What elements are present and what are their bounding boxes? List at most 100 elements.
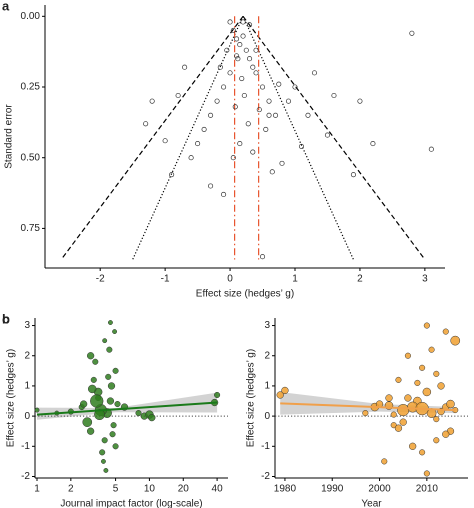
data-point <box>409 30 415 36</box>
fit-line <box>36 401 218 416</box>
y-tick-label: 2 <box>264 350 270 361</box>
data-point <box>253 70 259 76</box>
data-point <box>208 112 214 118</box>
x-tick-label: 0 <box>227 274 233 285</box>
data-point <box>298 143 305 149</box>
data-point <box>395 376 402 383</box>
data-point <box>305 112 311 118</box>
x-tick-label: 1980 <box>274 484 297 495</box>
data-point <box>250 64 256 70</box>
data-point <box>148 413 156 422</box>
data-point <box>106 346 113 353</box>
data-point <box>263 126 269 132</box>
y-tick-label: -1 <box>261 441 270 452</box>
x-tick-label: 3 <box>422 274 428 285</box>
data-point <box>253 47 259 53</box>
reference-line <box>242 15 426 260</box>
data-point <box>106 397 115 405</box>
data-point <box>399 418 407 426</box>
data-point <box>230 155 236 161</box>
data-point <box>234 53 240 59</box>
x-axis-label: Year <box>361 499 382 508</box>
data-point <box>272 112 279 118</box>
y-axis-label: Effect size (hedges’ g) <box>246 349 257 447</box>
data-point <box>246 22 253 28</box>
data-point <box>101 437 108 444</box>
data-point <box>135 410 142 417</box>
data-point <box>240 33 246 39</box>
panel-label: c <box>2 311 9 326</box>
y-tick-label: 1 <box>24 381 30 392</box>
y-tick-label: 3 <box>264 320 270 331</box>
data-point <box>107 382 116 390</box>
data-point <box>245 121 251 127</box>
data-point <box>114 400 121 408</box>
data-point <box>266 98 272 104</box>
data-point <box>433 370 440 377</box>
data-point <box>86 352 95 360</box>
data-point <box>94 409 105 421</box>
panel-label: b <box>2 311 10 326</box>
data-point <box>109 431 116 438</box>
data-point <box>246 56 253 62</box>
data-point <box>428 146 434 152</box>
confidence-band <box>36 392 218 420</box>
data-point <box>107 320 113 325</box>
x-tick-label: 2 <box>68 484 74 495</box>
y-tick-label: 0.50 <box>21 152 41 163</box>
data-point <box>86 427 95 435</box>
data-point <box>237 42 243 48</box>
data-point <box>414 379 421 386</box>
data-point <box>442 430 450 438</box>
data-point <box>256 107 262 113</box>
x-tick-label: -1 <box>161 274 170 285</box>
data-point <box>433 437 440 444</box>
data-point <box>227 70 233 76</box>
data-point <box>422 387 432 397</box>
data-point <box>234 36 240 42</box>
y-tick-label: 2 <box>24 350 30 361</box>
y-axis-label: Effect size (hedges’ g) <box>6 349 17 447</box>
data-point <box>450 335 461 346</box>
data-point <box>433 416 440 423</box>
data-point <box>103 468 109 473</box>
data-point <box>102 338 108 344</box>
y-tick-label: 0.25 <box>21 82 41 93</box>
data-point <box>112 443 119 450</box>
reference-line <box>60 15 244 260</box>
data-point <box>112 329 118 335</box>
data-point <box>259 254 266 260</box>
data-point <box>259 84 266 90</box>
data-point <box>182 64 188 70</box>
data-point <box>188 155 194 161</box>
data-point <box>239 75 245 82</box>
x-tick-label: 5 <box>113 484 119 495</box>
data-point <box>241 92 247 99</box>
data-point <box>269 169 275 175</box>
data-point <box>428 346 435 353</box>
data-point <box>227 19 233 25</box>
data-point <box>162 138 168 144</box>
data-point <box>230 27 236 34</box>
data-point <box>99 449 106 456</box>
data-point <box>87 384 97 394</box>
x-tick-label: 2010 <box>416 484 439 495</box>
data-point <box>235 56 241 62</box>
y-tick-label: -2 <box>261 471 270 482</box>
data-point <box>92 358 99 365</box>
data-point <box>34 407 40 413</box>
data-point <box>100 458 106 464</box>
y-tick-label: 0 <box>24 411 30 422</box>
panel-label: a <box>2 0 10 13</box>
data-point <box>281 386 289 395</box>
data-point <box>240 19 246 25</box>
y-axis-label: Standard error <box>4 104 15 169</box>
data-point <box>404 352 411 359</box>
x-tick-label: 2 <box>357 274 363 285</box>
y-tick-label: -2 <box>21 471 30 482</box>
data-point <box>232 104 238 110</box>
data-point <box>276 81 282 87</box>
data-point <box>394 424 403 432</box>
data-point <box>175 92 181 99</box>
